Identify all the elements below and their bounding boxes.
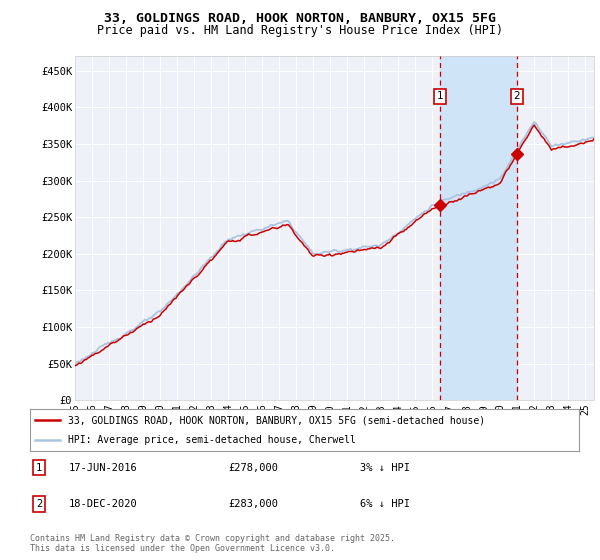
- Text: Price paid vs. HM Land Registry's House Price Index (HPI): Price paid vs. HM Land Registry's House …: [97, 24, 503, 37]
- Text: £283,000: £283,000: [228, 499, 278, 509]
- Text: Contains HM Land Registry data © Crown copyright and database right 2025.
This d: Contains HM Land Registry data © Crown c…: [30, 534, 395, 553]
- Text: 33, GOLDINGS ROAD, HOOK NORTON, BANBURY, OX15 5FG (semi-detached house): 33, GOLDINGS ROAD, HOOK NORTON, BANBURY,…: [68, 416, 485, 426]
- Text: 6% ↓ HPI: 6% ↓ HPI: [360, 499, 410, 509]
- Text: 33, GOLDINGS ROAD, HOOK NORTON, BANBURY, OX15 5FG: 33, GOLDINGS ROAD, HOOK NORTON, BANBURY,…: [104, 12, 496, 25]
- Bar: [440, 56, 517, 400]
- Text: 1: 1: [437, 91, 443, 101]
- Text: 3% ↓ HPI: 3% ↓ HPI: [360, 463, 410, 473]
- Text: 17-JUN-2016: 17-JUN-2016: [69, 463, 138, 473]
- Text: 2: 2: [36, 499, 42, 509]
- Text: 18-DEC-2020: 18-DEC-2020: [69, 499, 138, 509]
- Text: £278,000: £278,000: [228, 463, 278, 473]
- Text: 1: 1: [36, 463, 42, 473]
- Text: 2: 2: [514, 91, 520, 101]
- Text: HPI: Average price, semi-detached house, Cherwell: HPI: Average price, semi-detached house,…: [68, 435, 356, 445]
